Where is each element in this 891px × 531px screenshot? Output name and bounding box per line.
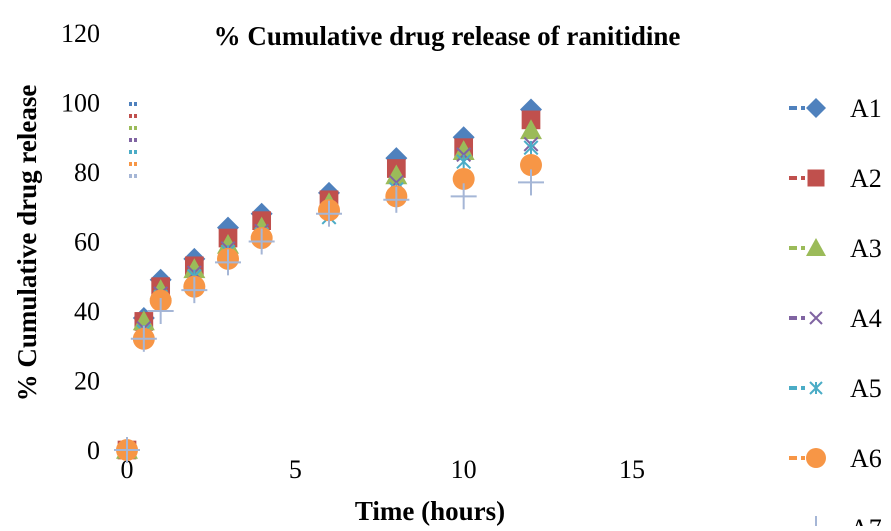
data-point-a7 <box>383 186 410 213</box>
x-tick-label: 15 <box>619 455 645 484</box>
legend-item-a2: A2 <box>789 164 882 193</box>
legend-marker-a5 <box>809 381 823 395</box>
legend-label: A2 <box>850 164 882 193</box>
data-point-a7 <box>181 277 208 304</box>
data-point-a7 <box>248 228 275 255</box>
x-axis-ticks: 0 5 10 15 <box>121 455 646 484</box>
x-tick-label: 10 <box>451 455 477 484</box>
sample-mark-a3 <box>129 126 132 130</box>
y-axis-ticks: 0 20 40 60 80 100 120 <box>61 19 100 465</box>
sample-mark-a2 <box>134 114 137 118</box>
sample-mark-a1 <box>134 102 137 106</box>
legend-label: A4 <box>850 304 882 333</box>
data-point-a4 <box>456 147 472 163</box>
data-point-a6 <box>520 154 542 177</box>
sample-mark-a4 <box>129 138 132 142</box>
y-tick-label: 100 <box>61 89 100 118</box>
legend-item-a1: A1 <box>789 94 882 123</box>
sample-mark-a6 <box>129 162 132 166</box>
sample-mark-a4 <box>134 138 137 142</box>
data-point-a7 <box>518 169 544 196</box>
legend-label: A7 <box>850 514 882 526</box>
legend-item-a7: A7 <box>789 514 882 531</box>
legend: A1 A2 A3 A4 A5 A6 A7 <box>789 94 882 531</box>
y-tick-label: 60 <box>74 228 100 257</box>
legend-marker-a7 <box>804 516 828 531</box>
x-tick-label: 5 <box>289 455 302 484</box>
data-point-a7 <box>215 249 241 276</box>
legend-item-a6: A6 <box>789 444 882 473</box>
sample-mark-a7 <box>134 174 137 178</box>
data-point-a7 <box>450 183 477 210</box>
chart-title: % Cumulative drug release of ranitidine <box>214 21 681 51</box>
y-tick-label: 0 <box>87 436 100 465</box>
sample-mark-a2 <box>129 114 132 118</box>
series-sample-marks <box>129 102 137 178</box>
data-points <box>114 98 544 463</box>
legend-item-a4: A4 <box>789 304 882 333</box>
sample-mark-a1 <box>129 102 132 106</box>
data-point-a3 <box>385 164 408 185</box>
sample-mark-a5 <box>129 150 132 154</box>
data-point-a3 <box>520 119 542 140</box>
data-point-a6 <box>452 167 475 190</box>
data-point-a3 <box>183 258 206 279</box>
legend-label: A1 <box>850 94 882 123</box>
data-point-a7 <box>130 325 157 352</box>
legend-label: A5 <box>850 374 882 403</box>
y-tick-label: 20 <box>74 367 100 396</box>
y-axis-title: % Cumulative drug release <box>12 85 42 402</box>
sample-mark-a6 <box>134 162 137 166</box>
legend-marker-a4 <box>809 311 823 325</box>
x-tick-label: 0 <box>121 455 134 484</box>
legend-marker-a2 <box>807 169 825 187</box>
y-tick-label: 40 <box>74 297 100 326</box>
legend-marker-a6 <box>806 448 826 468</box>
legend-item-a3: A3 <box>789 234 882 263</box>
legend-label: A3 <box>850 234 882 263</box>
sample-mark-a5 <box>134 150 137 154</box>
data-point-a5 <box>456 154 472 170</box>
legend-marker-a3 <box>806 238 826 256</box>
sample-mark-a7 <box>129 174 132 178</box>
x-axis-title: Time (hours) <box>355 496 505 526</box>
data-point-a7 <box>114 437 140 463</box>
sample-mark-a3 <box>134 126 137 130</box>
legend-label: A6 <box>850 444 882 473</box>
data-point-a7 <box>316 200 342 227</box>
data-point-a5 <box>523 140 539 156</box>
legend-item-a5: A5 <box>789 374 882 403</box>
y-tick-label: 120 <box>61 19 100 48</box>
y-tick-label: 80 <box>74 158 100 187</box>
data-point-a3 <box>217 233 239 254</box>
legend-marker-a1 <box>806 98 826 118</box>
data-point-a7 <box>147 298 174 324</box>
